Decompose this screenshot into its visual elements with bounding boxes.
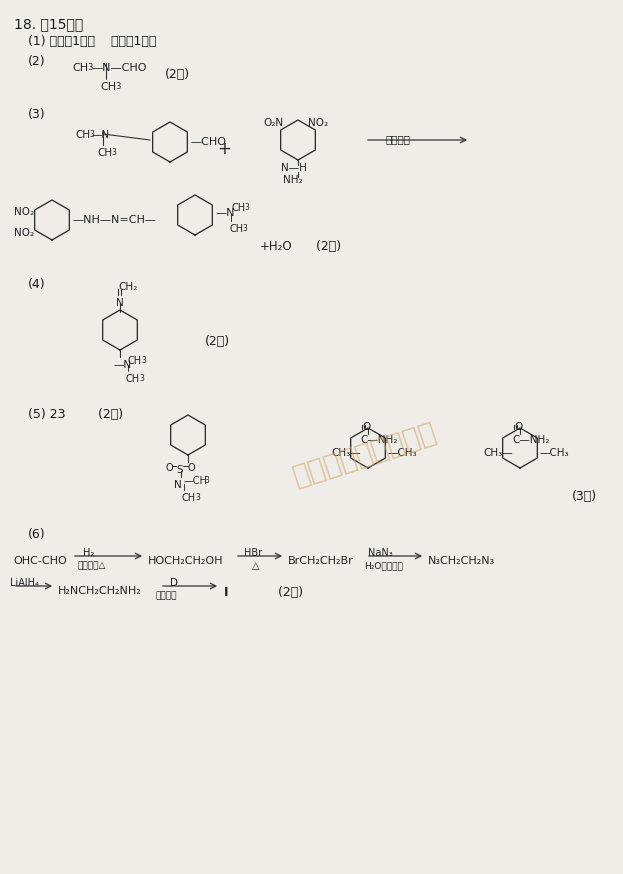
Text: —N: —N [113, 360, 131, 370]
Text: H₂: H₂ [83, 548, 94, 558]
Text: (2分): (2分) [270, 586, 303, 599]
Text: 3: 3 [111, 148, 116, 157]
Text: CH: CH [75, 130, 90, 140]
Text: CH: CH [100, 82, 116, 92]
Text: N: N [174, 480, 182, 490]
Text: CH: CH [97, 148, 112, 158]
Text: NH₂: NH₂ [283, 175, 303, 185]
Text: NO₂: NO₂ [308, 118, 328, 128]
Text: (2): (2) [28, 55, 45, 68]
Text: N: N [116, 298, 124, 308]
Text: OHC-CHO: OHC-CHO [13, 556, 67, 566]
Text: CH₃—: CH₃— [331, 448, 361, 458]
Text: I: I [224, 586, 229, 599]
Text: —N: —N [215, 208, 234, 218]
Text: H₂NCH₂CH₂NH₂: H₂NCH₂CH₂NH₂ [58, 586, 142, 596]
Text: CH: CH [229, 224, 243, 234]
Text: HOCH₂CH₂OH: HOCH₂CH₂OH [148, 556, 224, 566]
Text: (3分): (3分) [572, 490, 597, 503]
Text: CH: CH [182, 493, 196, 503]
Text: O: O [362, 422, 370, 432]
Text: CH₂: CH₂ [118, 282, 137, 292]
Text: 18. １15分）: 18. １15分） [14, 17, 83, 31]
Text: 3: 3 [244, 203, 249, 212]
Text: S: S [176, 465, 183, 475]
Text: (3): (3) [28, 108, 45, 121]
Text: (4): (4) [28, 278, 45, 291]
Text: (2分): (2分) [90, 408, 123, 421]
Text: 3: 3 [242, 224, 247, 233]
Text: O: O [165, 463, 173, 473]
Text: 3: 3 [115, 82, 120, 91]
Text: —NH—N=CH—: —NH—N=CH— [72, 215, 156, 225]
Text: —CH₃: —CH₃ [387, 448, 417, 458]
Text: 公众号：高中试卷君: 公众号：高中试卷君 [290, 419, 440, 491]
Text: —CH: —CH [184, 476, 208, 486]
Text: 3: 3 [141, 356, 146, 365]
Text: —CHO: —CHO [190, 137, 226, 147]
Text: NaN₃: NaN₃ [368, 548, 392, 558]
Text: 3: 3 [89, 130, 94, 139]
Text: C—NH₂: C—NH₂ [360, 435, 397, 445]
Text: (2分): (2分) [308, 240, 341, 253]
Text: (6): (6) [28, 528, 45, 541]
Text: (5) 23: (5) 23 [28, 408, 65, 421]
Text: CH: CH [72, 63, 88, 73]
Text: BrCH₂CH₂Br: BrCH₂CH₂Br [288, 556, 354, 566]
Text: CH: CH [128, 356, 142, 366]
Text: —N: —N [91, 130, 109, 140]
Text: NO₂: NO₂ [14, 207, 34, 217]
Text: CH: CH [126, 374, 140, 384]
Text: (2分): (2分) [165, 68, 190, 81]
Text: 一定条件: 一定条件 [385, 134, 410, 144]
Text: △: △ [252, 561, 260, 571]
Text: 3: 3 [87, 63, 92, 72]
Text: —CH₃: —CH₃ [539, 448, 569, 458]
Text: NO₂: NO₂ [14, 228, 34, 238]
Text: C—NH₂: C—NH₂ [512, 435, 549, 445]
Text: 3: 3 [195, 493, 200, 502]
Text: HBr: HBr [244, 548, 262, 558]
Text: N—H: N—H [281, 163, 307, 173]
Text: 催化剂，△: 催化剂，△ [78, 561, 107, 570]
Text: +H₂O: +H₂O [260, 240, 293, 253]
Text: N₃CH₂CH₂N₃: N₃CH₂CH₂N₃ [428, 556, 495, 566]
Text: LiAlH₄: LiAlH₄ [10, 578, 39, 588]
Text: CH: CH [231, 203, 245, 213]
Text: CH₃—: CH₃— [483, 448, 513, 458]
Text: O: O [514, 422, 522, 432]
Text: D: D [170, 578, 178, 588]
Text: (1) 苯胺（1分）    醛基（1分）: (1) 苯胺（1分） 醛基（1分） [28, 35, 156, 48]
Text: 一定条件: 一定条件 [155, 591, 176, 600]
Text: 3: 3 [204, 476, 209, 485]
Text: —N—CHO: —N—CHO [91, 63, 146, 73]
Text: H₂O，卡必醇: H₂O，卡必醇 [364, 561, 403, 570]
Text: O₂N: O₂N [263, 118, 283, 128]
Text: (2分): (2分) [205, 335, 230, 348]
Text: 3: 3 [139, 374, 144, 383]
Text: O: O [188, 463, 196, 473]
Text: +: + [217, 140, 231, 158]
